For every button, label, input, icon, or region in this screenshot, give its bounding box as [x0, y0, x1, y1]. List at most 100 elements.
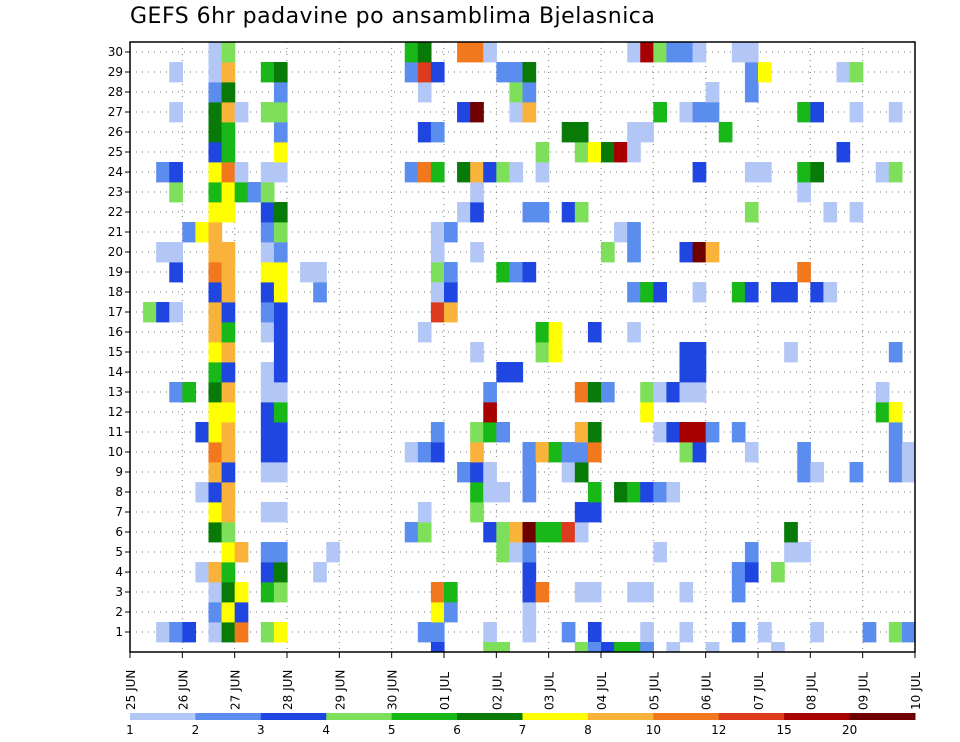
heatmap-cell: [273, 262, 288, 283]
heatmap-cell: [234, 582, 249, 603]
heatmap-cell: [574, 382, 589, 403]
heatmap-cell: [522, 602, 537, 623]
heatmap-cell: [221, 382, 236, 403]
heatmap-cell: [169, 62, 183, 83]
heatmap-cell: [221, 542, 236, 563]
heatmap-cell: [888, 162, 903, 183]
heatmap-cell: [273, 162, 288, 183]
heatmap-cell: [823, 282, 838, 303]
heatmap-cell: [653, 542, 668, 563]
heatmap-cell: [430, 302, 445, 323]
x-tick-label: 10 JUL: [909, 672, 923, 710]
heatmap-cell: [535, 162, 550, 183]
colorbar-label: 5: [388, 723, 396, 737]
heatmap-cell: [457, 102, 471, 123]
x-tick-label: 02 JUL: [490, 672, 504, 710]
heatmap-cell: [273, 342, 288, 363]
heatmap-cell: [156, 162, 170, 183]
heatmap-cell: [692, 242, 707, 263]
x-tick-label: 26 JUN: [176, 670, 190, 710]
heatmap-cell: [522, 102, 537, 123]
heatmap-cell: [417, 162, 432, 183]
heatmap-cell: [653, 102, 668, 123]
heatmap-cell: [221, 42, 236, 63]
heatmap-cell: [731, 282, 746, 303]
heatmap-cell: [208, 562, 223, 583]
heatmap-cell: [208, 62, 223, 83]
heatmap-cell: [640, 582, 654, 603]
heatmap-cell: [901, 462, 915, 483]
heatmap-cell: [221, 62, 236, 83]
heatmap-cell: [169, 242, 183, 263]
heatmap-cell: [313, 562, 327, 583]
heatmap-cell: [679, 442, 694, 463]
heatmap-cell: [587, 422, 602, 443]
heatmap-cell: [273, 282, 288, 303]
y-tick-label: 16: [108, 325, 123, 339]
heatmap-cell: [260, 282, 275, 303]
heatmap-cell: [744, 202, 759, 223]
heatmap-cell: [260, 442, 275, 463]
heatmap-cell: [522, 562, 537, 583]
heatmap-cell: [522, 202, 537, 223]
heatmap-cell: [692, 342, 707, 363]
y-tick-label: 29: [108, 65, 123, 79]
colorbar-label: 4: [322, 723, 330, 737]
heatmap-cell: [888, 342, 903, 363]
y-tick-label: 19: [108, 265, 123, 279]
heatmap-cell: [522, 462, 537, 483]
heatmap-cell: [875, 402, 890, 423]
heatmap-cell: [234, 622, 249, 643]
heatmap-cell: [404, 442, 419, 463]
heatmap-cell: [758, 62, 772, 83]
heatmap-cell: [627, 582, 641, 603]
heatmap-cell: [744, 62, 759, 83]
heatmap-cell: [522, 82, 537, 103]
heatmap-cell: [587, 622, 602, 643]
heatmap-cell: [758, 162, 772, 183]
heatmap-cell: [404, 42, 419, 63]
heatmap-cell: [483, 422, 497, 443]
heatmap-cell: [587, 442, 602, 463]
heatmap-cell: [810, 162, 825, 183]
heatmap-cell: [169, 182, 183, 203]
heatmap-cell: [705, 242, 720, 263]
heatmap-cell: [509, 82, 524, 103]
colorbar-swatch: [718, 713, 785, 720]
heatmap-cell: [470, 42, 484, 63]
heatmap-cell: [875, 382, 890, 403]
heatmap-cell: [548, 442, 563, 463]
heatmap-cell: [784, 342, 798, 363]
heatmap-cell: [601, 142, 615, 163]
heatmap-cell: [260, 382, 275, 403]
colorbar-label: 3: [257, 723, 265, 737]
heatmap-cell: [300, 262, 314, 283]
heatmap-cell: [208, 282, 223, 303]
heatmap-cell: [509, 162, 524, 183]
heatmap-cell: [875, 162, 890, 183]
heatmap-cell: [627, 282, 641, 303]
heatmap-cell: [156, 622, 170, 643]
heatmap-cell: [260, 502, 275, 523]
heatmap-cell: [744, 82, 759, 103]
heatmap-cell: [457, 462, 471, 483]
heatmap-cell: [522, 482, 537, 503]
heatmap-cell: [574, 142, 589, 163]
heatmap-cell: [444, 282, 458, 303]
heatmap-cell: [273, 202, 288, 223]
heatmap-cell: [430, 642, 445, 653]
plot-frame: [129, 41, 916, 653]
heatmap-cell: [679, 622, 694, 643]
heatmap-cell: [273, 562, 288, 583]
x-tick-label: 28 JUN: [281, 670, 295, 710]
heatmap-cell: [208, 522, 223, 543]
heatmap-cell: [260, 242, 275, 263]
heatmap-cell: [260, 462, 275, 483]
heatmap-cell: [561, 122, 576, 143]
heatmap-cell: [260, 62, 275, 83]
heatmap-cell: [849, 62, 864, 83]
heatmap-cell: [509, 542, 524, 563]
heatmap-cell: [771, 282, 785, 303]
colorbar-label: 8: [584, 723, 592, 737]
